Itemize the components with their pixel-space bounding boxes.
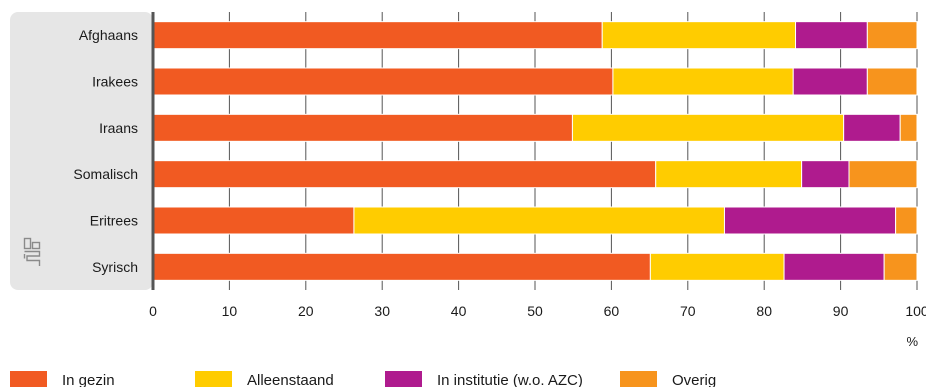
legend-label: Overig <box>672 372 716 387</box>
gridlines <box>228 12 918 290</box>
bar-segment <box>152 160 657 189</box>
bar-segment <box>152 206 355 235</box>
category-label: Syrisch <box>92 259 138 275</box>
bar-segment <box>152 252 651 281</box>
legend-label: Alleenstaand <box>247 372 334 387</box>
x-tick-labels: 0 10 20 30 40 50 60 70 80 90 100 <box>149 303 926 319</box>
bar-segment <box>655 160 803 189</box>
bar-segment <box>649 252 785 281</box>
category-label: Eritrees <box>90 213 138 229</box>
bar-segment <box>795 21 868 50</box>
bar-segment <box>899 113 918 142</box>
x-tick-label: 20 <box>298 303 314 319</box>
x-tick-label: 90 <box>833 303 849 319</box>
bar-segment <box>843 113 901 142</box>
category-label: Iraans <box>99 120 138 136</box>
x-tick-label: 100 <box>905 303 926 319</box>
legend: In gezin Alleenstaand In institutie (w.o. … <box>10 371 716 387</box>
bar-segment <box>152 67 614 96</box>
bar-segment <box>571 113 845 142</box>
bars <box>152 21 918 281</box>
category-labels: Afghaans Irakees Iraans Somalisch Eritrees Sy… <box>73 27 138 275</box>
bar-segment <box>866 67 918 96</box>
x-tick-label: 80 <box>756 303 772 319</box>
bar-segment <box>152 21 603 50</box>
legend-swatch <box>195 371 232 387</box>
x-unit-label: % <box>906 334 918 349</box>
cbs-logo-icon <box>23 237 41 266</box>
legend-swatch <box>385 371 422 387</box>
bar-segment <box>801 160 850 189</box>
bar-segment <box>353 206 725 235</box>
bar-segment <box>792 67 868 96</box>
category-label: Somalisch <box>73 166 138 182</box>
x-tick-label: 30 <box>374 303 390 319</box>
x-tick-label: 50 <box>527 303 543 319</box>
category-label: Irakees <box>92 74 138 90</box>
legend-swatch <box>10 371 47 387</box>
legend-label: In gezin <box>62 372 115 387</box>
bar-segment <box>612 67 794 96</box>
x-tick-label: 40 <box>451 303 467 319</box>
x-tick-label: 60 <box>604 303 620 319</box>
bar-segment <box>848 160 918 189</box>
x-tick-label: 0 <box>149 303 157 319</box>
category-label: Afghaans <box>79 27 138 43</box>
x-tick-label: 10 <box>222 303 238 319</box>
bar-segment <box>723 206 897 235</box>
bar-segment <box>883 252 918 281</box>
legend-label: In institutie (w.o. AZC) <box>437 372 583 387</box>
bar-segment <box>866 21 918 50</box>
category-panel <box>10 12 153 290</box>
x-tick-label: 70 <box>680 303 696 319</box>
legend-swatch <box>620 371 657 387</box>
bar-segment <box>601 21 797 50</box>
bar-segment <box>152 113 573 142</box>
bar-segment <box>783 252 885 281</box>
bar-segment <box>895 206 918 235</box>
